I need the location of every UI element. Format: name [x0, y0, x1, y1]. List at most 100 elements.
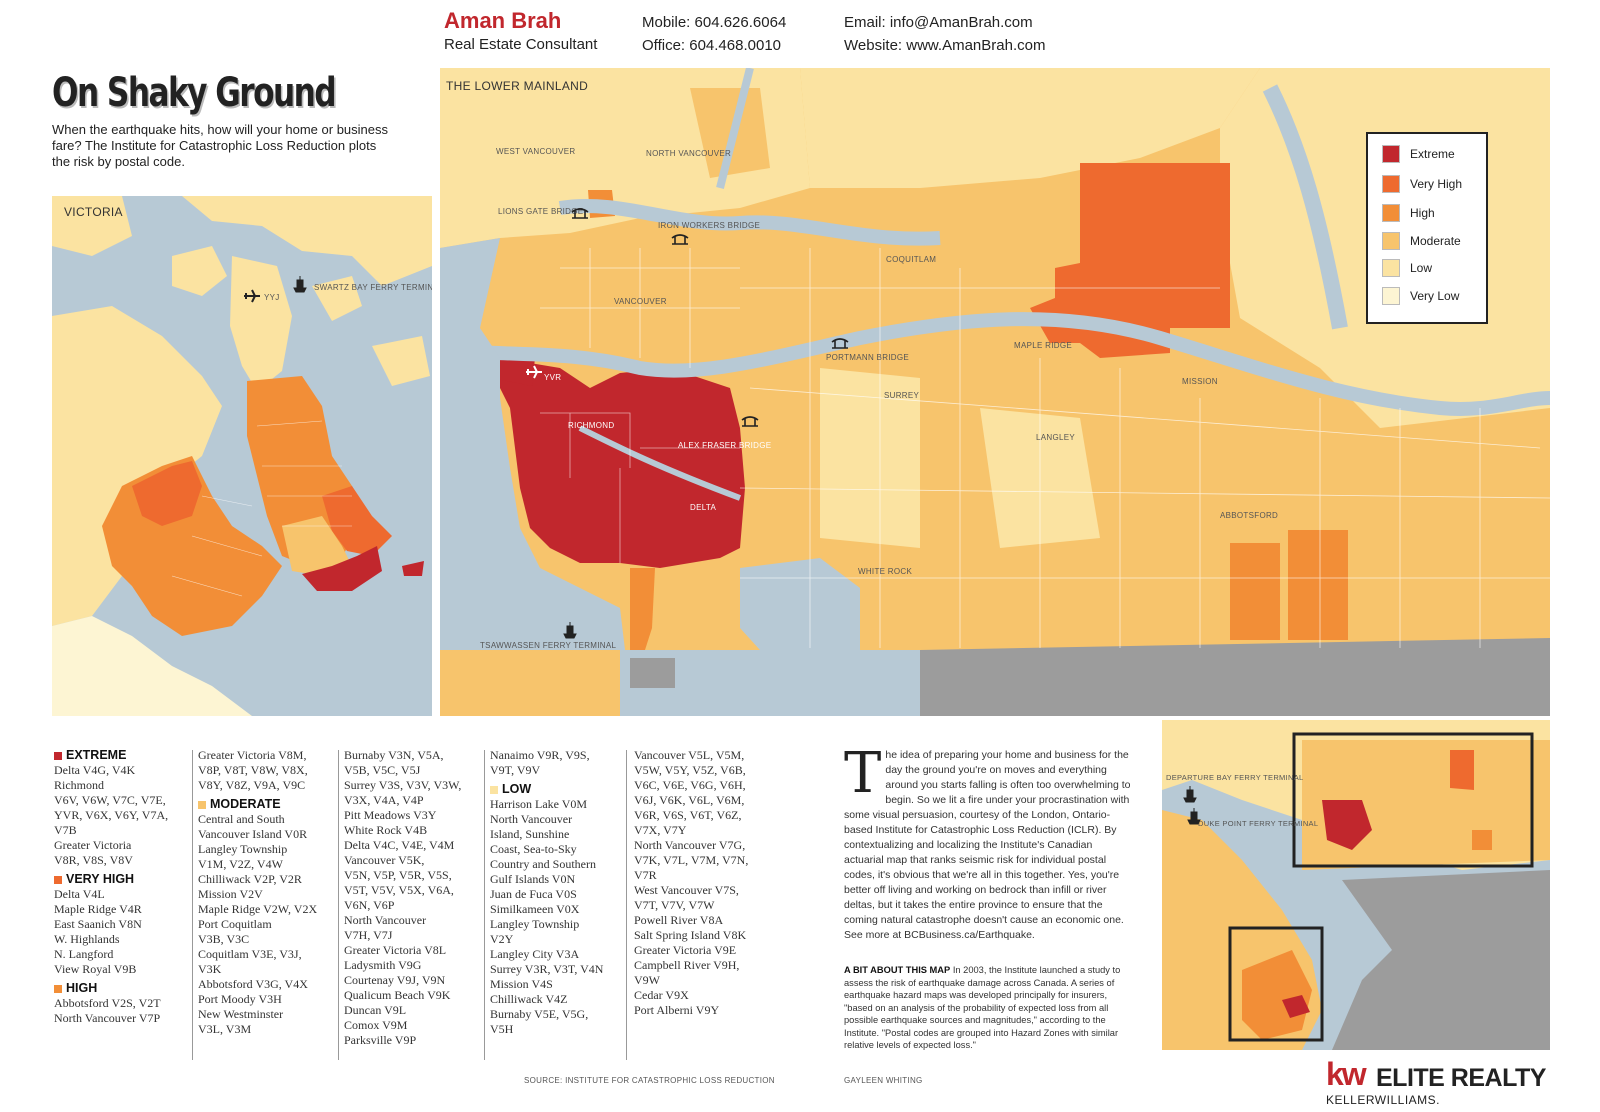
inset-us-land: [1332, 870, 1550, 1050]
risk-list-item: Pitt Meadows V3Y: [344, 808, 437, 822]
risk-list-item: V6J, V6K, V6L, V6M,: [634, 793, 745, 807]
risk-list-item: Mission V4S: [490, 977, 553, 991]
island-a: [172, 246, 227, 296]
departure-bay-label: DEPARTURE BAY FERRY TERMINAL: [1166, 773, 1303, 782]
risk-list-col2: Greater Victoria V8M, V8P, V8T, V8W, V8X,…: [198, 748, 340, 1037]
abbotsford-east-high: [1288, 530, 1348, 640]
kw-logo: kw: [1326, 1056, 1367, 1092]
risk-list-item: Cedar V9X: [634, 988, 689, 1002]
author-credit: GAYLEEN WHITING: [844, 1076, 923, 1085]
inset-map[interactable]: DEPARTURE BAY FERRY TERMINAL DUKE POINT …: [1162, 720, 1550, 1050]
risk-color-square: [54, 984, 62, 993]
white-rock-label: WHITE ROCK: [858, 567, 912, 576]
risk-heading-label: VERY HIGH: [66, 872, 135, 886]
boundary-bay: [740, 558, 860, 650]
delta-label: DELTA: [690, 503, 716, 512]
lower-mainland-map[interactable]: THE LOWER MAINLAND WEST VANCOUVER NORTH …: [440, 68, 1550, 716]
legend-label: Very Low: [1410, 289, 1460, 303]
inset-victoria-extreme: [1282, 995, 1310, 1018]
victoria-map[interactable]: VICTORIA YYJ SWARTZ BAY FERRY TERMINAL: [52, 196, 432, 716]
risk-list-item: Juan de Fuca V0S: [490, 887, 577, 901]
risk-list-col5: Vancouver V5L, V5M, V5W, V5Y, V5Z, V6B, V6…: [634, 748, 784, 1018]
risk-list-item: V7K, V7L, V7M, V7N,: [634, 853, 749, 867]
risk-list-item: V8Y, V8Z, V9A, V9C: [198, 778, 306, 792]
stave-lake: [1262, 84, 1348, 330]
victoria-land-southwest: [52, 616, 252, 716]
risk-list-item: V8P, V8T, V8W, V8X,: [198, 763, 308, 777]
website-link[interactable]: Website: www.AmanBrah.com: [844, 37, 1046, 54]
port-mann-label: PORTMANN BRIDGE: [826, 353, 909, 362]
risk-list-item: Island, Sunshine: [490, 827, 570, 841]
article-dropcap: T: [844, 741, 882, 806]
ferry-icon: [293, 276, 307, 293]
victoria-land-north: [182, 196, 432, 286]
tsawwassen-label: TSAWWASSEN FERRY TERMINAL: [480, 641, 617, 650]
legend-item-low: Low: [1382, 258, 1432, 278]
inset-maple-ridge: [1450, 750, 1474, 790]
victoria-extreme: [302, 546, 382, 591]
fraser-river: [440, 312, 1550, 416]
risk-color-square: [490, 785, 498, 794]
risk-list-item: V7R: [634, 868, 657, 882]
main-map-title: THE LOWER MAINLAND: [446, 79, 588, 93]
brokerage-name: ELITE REALTY: [1376, 1064, 1546, 1092]
risk-list-item: East Saanich V8N: [54, 917, 142, 931]
east-saanich-very-high: [322, 486, 392, 556]
risk-list-item: New Westminster: [198, 1007, 284, 1021]
map-legend: Extreme Very High High Moderate Low Very…: [1366, 132, 1488, 324]
risk-list-item: V1M, V2Z, V4W: [198, 857, 283, 871]
oak-bay-extreme: [402, 561, 424, 576]
risk-list-item: V5W, V5Y, V5Z, V6B,: [634, 763, 746, 777]
agent-name: Aman Brah: [444, 8, 562, 33]
risk-heading: MODERATE: [198, 797, 340, 812]
ferry-icon: [1187, 808, 1201, 825]
article-text: he idea of preparing your home and busin…: [844, 749, 1131, 941]
west-vancouver-label: WEST VANCOUVER: [496, 147, 575, 156]
risk-list-item: North Vancouver V7P: [54, 1011, 161, 1025]
risk-list-item: V5H: [490, 1022, 514, 1036]
risk-list-item: Surrey V3R, V3T, V4N: [490, 962, 604, 976]
risk-list-col3: Burnaby V3N, V5A, V5B, V5C, V5J Surrey V3S…: [344, 748, 486, 1048]
risk-list-item: V6N, V6P: [344, 898, 395, 912]
email-link[interactable]: Email: info@AmanBrah.com: [844, 14, 1033, 31]
risk-color-square: [54, 751, 62, 760]
risk-color-square: [54, 875, 62, 884]
risk-list-item: Richmond: [54, 778, 104, 792]
airplane-icon: [526, 365, 542, 379]
richmond-label: RICHMOND: [568, 421, 614, 430]
risk-list-item: Harrison Lake V0M: [490, 797, 588, 811]
risk-list-item: Vancouver V5K,: [344, 853, 425, 867]
legend-label: Extreme: [1410, 147, 1455, 161]
coquitlam-label: COQUITLAM: [886, 255, 936, 264]
risk-list-item: V5T, V5V, V5X, V6A,: [344, 883, 454, 897]
airplane-icon: [244, 289, 260, 303]
risk-list-item: Country and Southern: [490, 857, 596, 871]
risk-list-item: North Vancouver: [344, 913, 427, 927]
column-divider: [626, 750, 627, 1060]
risk-list-item: V7B: [54, 823, 77, 837]
risk-list-item: Delta V4G, V4K: [54, 763, 136, 777]
risk-color-square: [198, 800, 206, 809]
washington-state-us: [920, 638, 1550, 716]
risk-list-item: YVR, V6X, V6Y, V7A,: [54, 808, 169, 822]
source-credit: SOURCE: INSTITUTE FOR CATASTROPHIC LOSS …: [524, 1076, 775, 1085]
strait-of-georgia: [440, 238, 625, 650]
victoria-land-west: [52, 306, 222, 626]
risk-list-item: Port Alberni V9Y: [634, 1003, 720, 1017]
risk-list-item: Greater Victoria V9E: [634, 943, 737, 957]
bridge-icon: [571, 208, 589, 219]
column-divider: [192, 750, 193, 1060]
risk-heading-label: EXTREME: [66, 748, 127, 762]
risk-list-item: Burnaby V5E, V5G,: [490, 1007, 589, 1021]
risk-heading-label: MODERATE: [210, 797, 281, 811]
risk-list-item: Maple Ridge V2W, V2X: [198, 902, 318, 916]
risk-list-item: Powell River V8A: [634, 913, 724, 927]
risk-list-item: Vancouver Island V0R: [198, 827, 308, 841]
risk-list-item: V8R, V8S, V8V: [54, 853, 133, 867]
column-divider: [484, 750, 485, 1060]
risk-list-item: V6R, V6S, V6T, V6Z,: [634, 808, 742, 822]
duke-point-label: DUKE POINT FERRY TERMINAL: [1198, 819, 1318, 828]
inset-map-canvas: DEPARTURE BAY FERRY TERMINAL DUKE POINT …: [1162, 720, 1550, 1050]
page-title: On Shaky Ground: [52, 70, 337, 116]
risk-list-item: Qualicum Beach V9K: [344, 988, 451, 1002]
